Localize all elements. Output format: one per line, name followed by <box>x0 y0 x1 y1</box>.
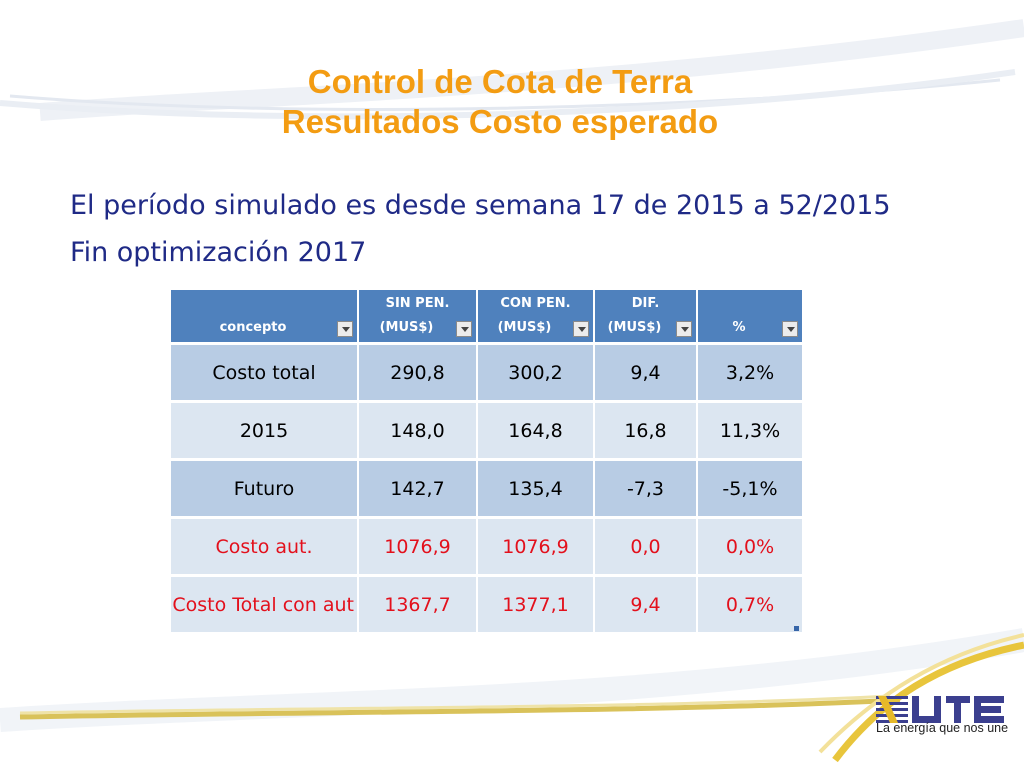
cell-con-pen: 135,4 <box>477 458 595 518</box>
cell-percent: 0,7% <box>697 574 802 632</box>
title-line-2: Resultados Costo esperado <box>281 103 719 140</box>
filter-dropdown-icon[interactable] <box>456 321 472 337</box>
results-table: concepto SIN PEN. (MUS$) CON PEN. (MUS$)… <box>171 290 802 632</box>
table-row: Costo Total con aut 1367,7 1377,1 9,4 0,… <box>171 574 802 632</box>
table-row: Futuro 142,7 135,4 -7,3 -5,1% <box>171 458 802 518</box>
cell-concepto: Costo aut. <box>171 516 359 576</box>
filter-dropdown-icon[interactable] <box>782 321 798 337</box>
cell-percent: 3,2% <box>697 342 802 402</box>
cell-dif: 16,8 <box>594 400 698 460</box>
header-dif-line1: DIF. <box>631 296 660 311</box>
header-con-pen-unit: (MUS$) <box>497 320 552 335</box>
cell-sin-pen: 1076,9 <box>358 516 478 576</box>
cell-dif: 0,0 <box>594 516 698 576</box>
slide-title: Control de Cota de Terra Resultados Cost… <box>0 62 1000 142</box>
header-percent: % <box>697 290 802 344</box>
header-concepto-label: concepto <box>219 320 287 335</box>
cell-concepto: Costo total <box>171 342 359 402</box>
filter-dropdown-icon[interactable] <box>676 321 692 337</box>
cell-concepto: Futuro <box>171 458 359 518</box>
cell-dif: 9,4 <box>594 574 698 632</box>
cell-percent: -5,1% <box>697 458 802 518</box>
header-dif: DIF. (MUS$) <box>594 290 698 344</box>
cell-sin-pen: 148,0 <box>358 400 478 460</box>
cell-sin-pen: 290,8 <box>358 342 478 402</box>
cell-sin-pen: 1367,7 <box>358 574 478 632</box>
cell-con-pen: 164,8 <box>477 400 595 460</box>
cell-dif: -7,3 <box>594 458 698 518</box>
cell-con-pen: 1377,1 <box>477 574 595 632</box>
cell-concepto: 2015 <box>171 400 359 460</box>
table-row: 2015 148,0 164,8 16,8 11,3% <box>171 400 802 460</box>
optimization-end-text: Fin optimización 2017 <box>70 237 367 268</box>
filter-dropdown-icon[interactable] <box>573 321 589 337</box>
table-resize-handle[interactable] <box>794 626 799 631</box>
header-sin-pen-line1: SIN PEN. <box>385 296 450 311</box>
header-dif-unit: (MUS$) <box>607 320 662 335</box>
header-concepto: concepto <box>171 290 359 344</box>
cell-percent: 11,3% <box>697 400 802 460</box>
filter-dropdown-icon[interactable] <box>337 321 353 337</box>
cell-con-pen: 300,2 <box>477 342 595 402</box>
table-row: Costo aut. 1076,9 1076,9 0,0 0,0% <box>171 516 802 576</box>
header-sin-pen-unit: (MUS$) <box>379 320 434 335</box>
cell-dif: 9,4 <box>594 342 698 402</box>
header-sin-pen: SIN PEN. (MUS$) <box>358 290 478 344</box>
header-percent-label: % <box>732 320 746 335</box>
header-con-pen-line1: CON PEN. <box>500 296 571 311</box>
cell-percent: 0,0% <box>697 516 802 576</box>
cell-sin-pen: 142,7 <box>358 458 478 518</box>
simulation-period-text: El período simulado es desde semana 17 d… <box>70 190 891 221</box>
title-line-1: Control de Cota de Terra <box>307 63 693 100</box>
table-row: Costo total 290,8 300,2 9,4 3,2% <box>171 342 802 402</box>
ute-logo-icon <box>876 696 1004 723</box>
header-con-pen: CON PEN. (MUS$) <box>477 290 595 344</box>
cell-con-pen: 1076,9 <box>477 516 595 576</box>
cell-concepto: Costo Total con aut <box>171 574 359 632</box>
logo-tagline: La energía que nos une <box>876 721 1009 735</box>
table-header-row: concepto SIN PEN. (MUS$) CON PEN. (MUS$)… <box>171 290 802 344</box>
